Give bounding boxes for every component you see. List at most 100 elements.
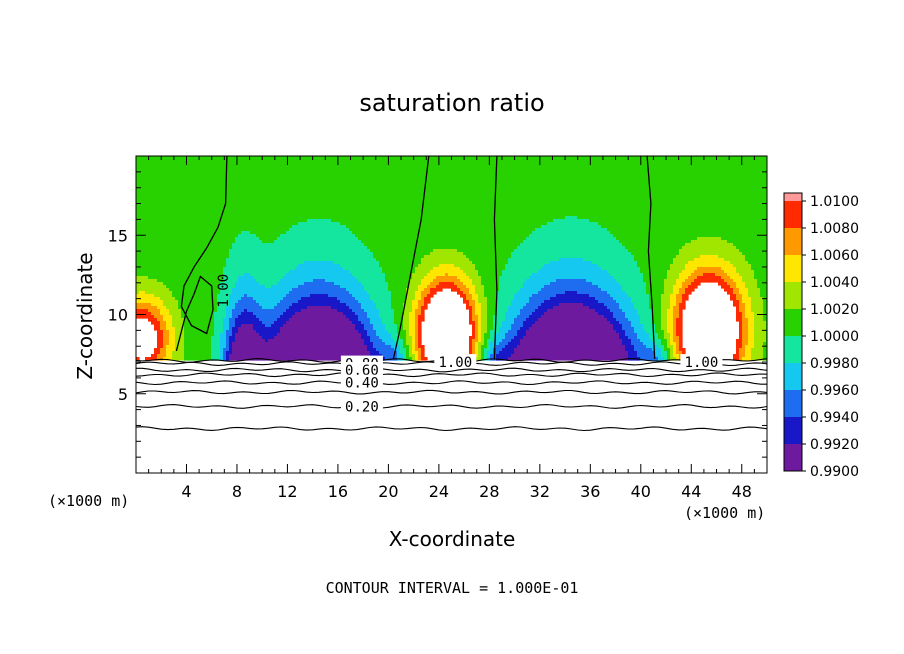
- field-cell: [469, 162, 473, 166]
- field-cell: [289, 207, 293, 211]
- field-cell: [166, 180, 170, 184]
- field-cell: [142, 186, 146, 190]
- field-cell: [682, 159, 686, 163]
- field-cell: [592, 174, 596, 178]
- field-cell: [142, 180, 146, 184]
- field-cell: [223, 171, 227, 175]
- field-cell: [607, 201, 611, 205]
- field-cell: [226, 198, 230, 202]
- field-cell: [613, 210, 617, 214]
- field-cell: [286, 171, 290, 175]
- field-cell: [727, 210, 731, 214]
- field-cell: [145, 174, 149, 178]
- field-cell: [625, 171, 629, 175]
- field-cell: [589, 174, 593, 178]
- field-cell: [523, 171, 527, 175]
- field-cell: [625, 180, 629, 184]
- field-cell: [484, 207, 488, 211]
- field-cell: [400, 156, 404, 160]
- field-cell: [580, 210, 584, 214]
- field-cell: [589, 171, 593, 175]
- field-cell: [307, 207, 311, 211]
- field-cell: [676, 180, 680, 184]
- field-cell: [247, 204, 251, 208]
- field-cell: [673, 198, 677, 202]
- field-cell: [424, 162, 428, 166]
- field-cell: [343, 162, 347, 166]
- field-cell: [331, 156, 335, 160]
- field-cell: [448, 183, 452, 187]
- field-cell: [325, 180, 329, 184]
- field-cell: [211, 180, 215, 184]
- field-cell: [625, 213, 629, 217]
- field-cell: [259, 210, 263, 214]
- field-cell: [475, 204, 479, 208]
- field-cell: [760, 192, 764, 196]
- field-cell: [541, 192, 545, 196]
- field-cell: [283, 165, 287, 169]
- field-cell: [598, 213, 602, 217]
- field-cell: [217, 159, 221, 163]
- field-cell: [253, 210, 257, 214]
- field-cell: [592, 192, 596, 196]
- field-cell: [424, 159, 428, 163]
- field-cell: [496, 177, 500, 181]
- field-cell: [277, 195, 281, 199]
- field-cell: [289, 210, 293, 214]
- field-cell: [262, 159, 266, 163]
- field-cell: [400, 162, 404, 166]
- field-cell: [262, 201, 266, 205]
- field-cell: [271, 195, 275, 199]
- field-cell: [625, 198, 629, 202]
- field-cell: [637, 159, 641, 163]
- field-cell: [430, 168, 434, 172]
- field-cell: [751, 213, 755, 217]
- field-cell: [295, 156, 299, 160]
- field-cell: [139, 192, 143, 196]
- field-cell: [379, 168, 383, 172]
- field-cell: [370, 168, 374, 172]
- field-cell: [511, 186, 515, 190]
- field-cell: [613, 198, 617, 202]
- field-cell: [556, 189, 560, 193]
- field-cell: [478, 165, 482, 169]
- field-cell: [385, 210, 389, 214]
- field-cell: [307, 213, 311, 217]
- field-cell: [568, 174, 572, 178]
- field-cell: [295, 180, 299, 184]
- field-cell: [751, 198, 755, 202]
- field-cell: [283, 195, 287, 199]
- field-cell: [319, 216, 323, 220]
- field-cell: [715, 195, 719, 199]
- field-cell: [337, 156, 341, 160]
- field-cell: [619, 156, 623, 160]
- field-cell: [736, 165, 740, 169]
- field-cell: [358, 183, 362, 187]
- field-cell: [637, 186, 641, 190]
- field-cell: [259, 216, 263, 220]
- field-cell: [559, 192, 563, 196]
- field-cell: [703, 174, 707, 178]
- field-cell: [502, 198, 506, 202]
- field-cell: [382, 156, 386, 160]
- field-cell: [310, 165, 314, 169]
- field-cell: [604, 159, 608, 163]
- field-cell: [517, 171, 521, 175]
- field-cell: [322, 168, 326, 172]
- field-cell: [619, 159, 623, 163]
- field-cell: [583, 174, 587, 178]
- field-cell: [574, 186, 578, 190]
- field-cell: [139, 213, 143, 217]
- field-cell: [469, 186, 473, 190]
- field-cell: [349, 213, 353, 217]
- field-cell: [307, 183, 311, 187]
- field-cell: [391, 198, 395, 202]
- field-cell: [682, 183, 686, 187]
- field-cell: [250, 159, 254, 163]
- field-cell: [739, 183, 743, 187]
- field-cell: [358, 177, 362, 181]
- field-cell: [481, 165, 485, 169]
- field-cell: [583, 204, 587, 208]
- field-cell: [169, 198, 173, 202]
- field-cell: [349, 210, 353, 214]
